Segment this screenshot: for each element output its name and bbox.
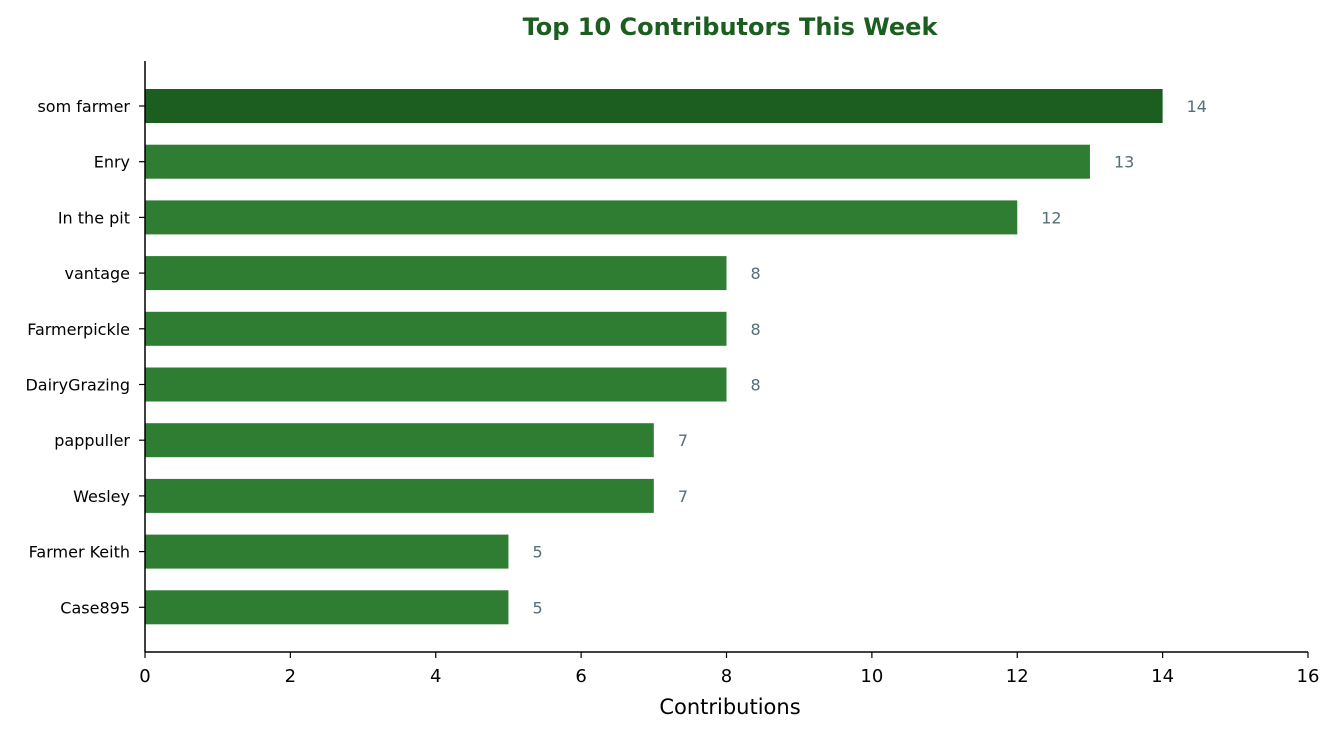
bar-value-label: 5 xyxy=(532,543,542,562)
value-labels-layer: 14 13 12 8 8 8 7 7 5 5 xyxy=(532,97,1207,617)
bar-value-label: 5 xyxy=(532,598,542,617)
y-tick-label: Wesley xyxy=(73,487,130,506)
x-tick-label: 6 xyxy=(575,666,586,687)
bar xyxy=(145,200,1018,235)
bar-value-label: 8 xyxy=(751,264,761,283)
chart-title: Top 10 Contributors This Week xyxy=(523,13,939,41)
bar-value-label: 7 xyxy=(678,487,688,506)
y-tick-label: pappuller xyxy=(54,431,130,450)
bar xyxy=(145,590,509,625)
bar xyxy=(145,256,727,291)
x-tick-label: 4 xyxy=(430,666,441,687)
x-tick-label: 8 xyxy=(721,666,732,687)
y-tick-label: Case895 xyxy=(60,598,130,617)
bar xyxy=(145,478,654,513)
bar xyxy=(145,423,654,458)
bar-value-label: 14 xyxy=(1187,97,1207,116)
bar xyxy=(145,144,1090,179)
x-axis: 0 2 4 6 8 10 12 14 16 xyxy=(139,651,1320,687)
y-tick-label: som farmer xyxy=(37,97,130,116)
bar xyxy=(145,89,1163,123)
x-axis-label: Contributions xyxy=(659,695,800,719)
bar-value-label: 8 xyxy=(751,376,761,395)
x-tick-label: 0 xyxy=(139,666,150,687)
bar-value-label: 8 xyxy=(751,320,761,339)
y-tick-label: DairyGrazing xyxy=(25,376,130,395)
bar-value-label: 13 xyxy=(1114,153,1134,172)
bar xyxy=(145,534,509,569)
x-tick-label: 14 xyxy=(1151,666,1174,687)
y-tick-label: In the pit xyxy=(58,208,130,227)
x-tick-label: 10 xyxy=(860,666,883,687)
y-tick-label: Enry xyxy=(94,153,130,172)
bar-value-label: 12 xyxy=(1041,208,1061,227)
bar xyxy=(145,367,727,402)
y-tick-label: vantage xyxy=(65,264,131,283)
bar-value-label: 7 xyxy=(678,431,688,450)
x-tick-label: 12 xyxy=(1006,666,1029,687)
bar xyxy=(145,311,727,346)
bars-layer xyxy=(145,89,1163,625)
x-tick-label: 2 xyxy=(285,666,296,687)
y-tick-label: Farmerpickle xyxy=(27,320,130,339)
y-axis: som farmer Enry In the pit vantage Farmerpic… xyxy=(25,61,146,652)
x-tick-label: 16 xyxy=(1297,666,1320,687)
y-tick-label: Farmer Keith xyxy=(29,543,130,562)
